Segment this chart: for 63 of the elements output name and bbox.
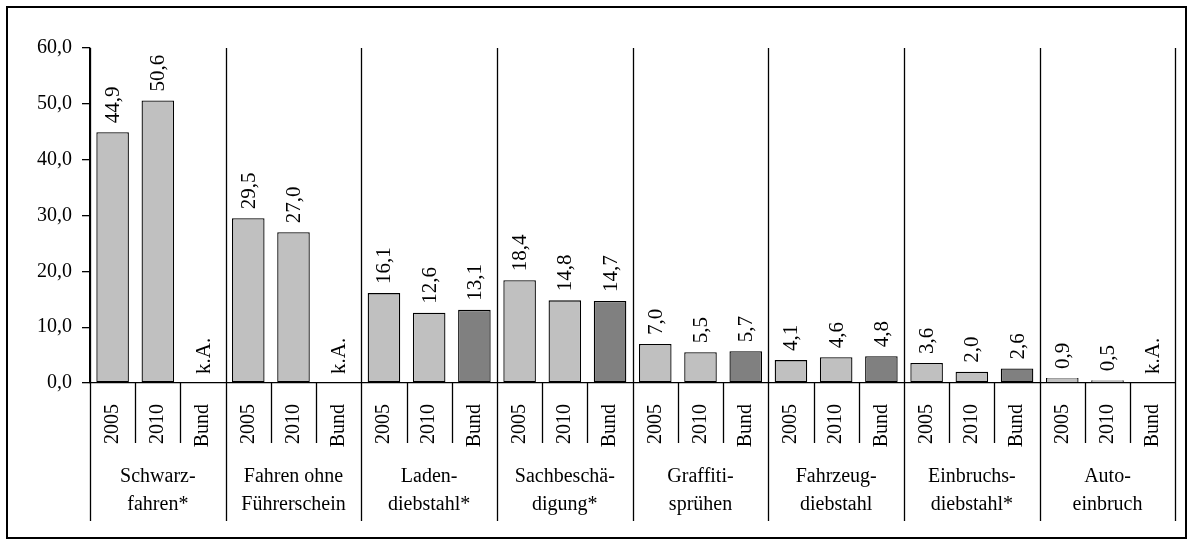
- data-label: 4,6: [823, 322, 848, 349]
- x-tick-label: 2005: [778, 404, 801, 444]
- data-label: 16,1: [371, 247, 396, 285]
- x-tick-label: 2005: [371, 404, 394, 444]
- y-tick-label: 10,0: [37, 314, 72, 337]
- x-tick-label: Bund: [1004, 404, 1027, 448]
- y-tick-label: 20,0: [37, 258, 72, 281]
- text: Laden- diebstahl*: [388, 464, 471, 515]
- text: Graffiti- sprühen: [667, 464, 734, 516]
- data-label: 7,0: [642, 308, 667, 335]
- x-tick-label: 2005: [99, 404, 122, 444]
- x-tick-label: Bund: [868, 404, 891, 448]
- x-tick-label: Bund: [597, 404, 620, 448]
- data-label: 14,7: [597, 255, 622, 292]
- data-label: 4,8: [868, 320, 893, 348]
- y-tick-label: 40,0: [37, 146, 72, 169]
- data-label: 29,5: [235, 172, 260, 210]
- text: Fahren ohne Führerschein: [241, 464, 346, 515]
- x-tick-label: Bund: [732, 404, 755, 448]
- x-tick-label: 2010: [145, 404, 168, 444]
- data-label: 5,5: [688, 317, 713, 344]
- x-tick-label: 2005: [642, 404, 665, 444]
- x-tick-label: 2010: [959, 404, 982, 444]
- data-label: 13,1: [461, 264, 486, 301]
- text: Fahrzeug- diebstahl: [795, 464, 877, 515]
- x-tick-label: Bund: [325, 404, 348, 448]
- y-tick-label: 0,0: [47, 370, 72, 393]
- x-tick-label: 2010: [416, 404, 439, 444]
- data-label: 14,8: [552, 254, 577, 292]
- data-label: 50,6: [145, 54, 170, 92]
- x-tick-label: Bund: [461, 404, 484, 448]
- x-tick-label: 2005: [506, 404, 529, 444]
- text: Auto- einbruch: [1072, 464, 1143, 515]
- x-tick-label: 2010: [280, 404, 303, 444]
- y-tick-label: 30,0: [37, 202, 72, 225]
- data-label: 0,5: [1095, 344, 1120, 372]
- x-tick-label: 2010: [687, 404, 710, 444]
- y-tick-label: 50,0: [37, 91, 72, 114]
- x-tick-label: 2010: [1094, 404, 1117, 444]
- data-label: 27,0: [281, 186, 306, 224]
- text: k.A.: [190, 337, 215, 374]
- x-tick-label: 2005: [1049, 404, 1072, 444]
- data-label: 12,6: [416, 266, 441, 304]
- data-label: 2,0: [959, 336, 984, 363]
- data-label: 3,6: [914, 327, 939, 354]
- x-tick-label: 2005: [235, 404, 258, 444]
- data-label: 4,1: [778, 324, 803, 352]
- text: k.A.: [326, 337, 351, 374]
- text: k.A.: [1140, 337, 1165, 374]
- x-tick-label: 2005: [913, 404, 936, 444]
- data-label: 44,9: [100, 86, 125, 124]
- x-tick-label: 2010: [552, 404, 575, 444]
- text: Einbruchs- diebstahl*: [927, 464, 1016, 515]
- data-label: 2,6: [1004, 333, 1029, 360]
- data-label: 18,4: [507, 234, 532, 272]
- data-label: 0,9: [1049, 342, 1074, 369]
- text: Schwarz- fahren*: [120, 464, 196, 515]
- data-label: 5,7: [733, 315, 758, 343]
- x-tick-label: Bund: [190, 404, 213, 448]
- x-tick-label: 2010: [823, 404, 846, 444]
- y-tick-label: 60,0: [37, 35, 72, 58]
- text: Sachbeschä- digung*: [514, 464, 615, 516]
- x-tick-label: Bund: [1139, 404, 1162, 448]
